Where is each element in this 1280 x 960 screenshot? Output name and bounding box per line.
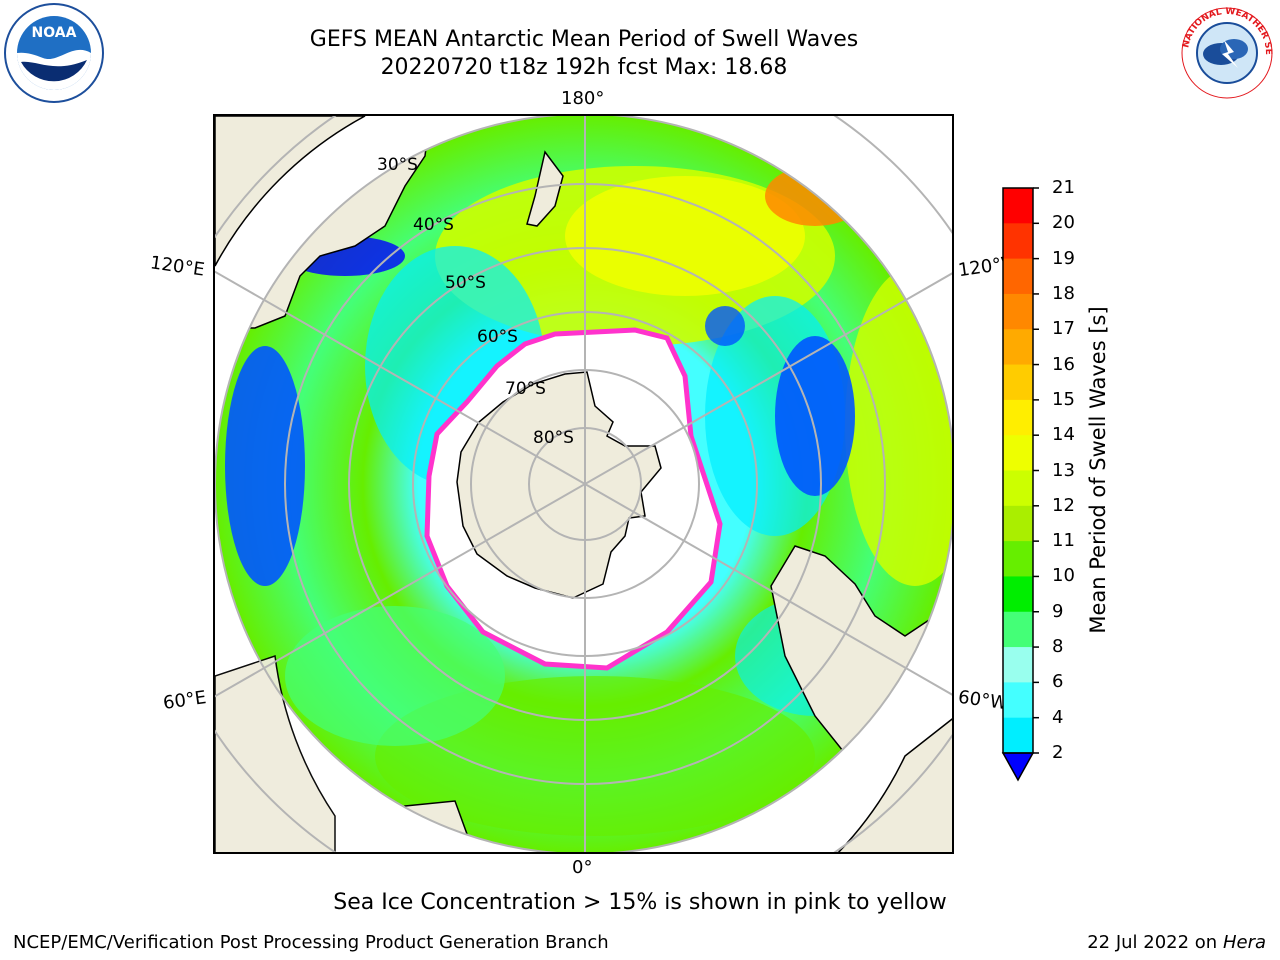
colorbar-tick-label: 19 xyxy=(1052,247,1075,269)
map-panel: 30°S 40°S 50°S 60°S 70°S 80°S xyxy=(213,114,954,854)
footer-date: 22 Jul 2022 on Hera xyxy=(1087,932,1266,953)
lon-label-180: 180° xyxy=(561,88,605,109)
antarctica-land xyxy=(456,371,662,599)
graticule xyxy=(215,116,952,852)
colorbar-tick-label: 11 xyxy=(1052,530,1075,552)
colorbar-tick-label: 20 xyxy=(1052,212,1075,234)
colorbar-band xyxy=(1003,541,1033,577)
ocean-field xyxy=(215,116,952,852)
colorbar-band xyxy=(1003,188,1033,224)
colorbar-band xyxy=(1003,576,1033,613)
colorbar-band xyxy=(1003,717,1033,754)
colorbar-band xyxy=(1003,399,1033,436)
colorbar-bands xyxy=(1003,188,1033,754)
lat-label-40s: 40°S xyxy=(413,215,454,235)
continent-corners xyxy=(215,116,952,852)
polar-map: 30°S 40°S 50°S 60°S 70°S 80°S xyxy=(215,116,952,852)
lon-label-0: 0° xyxy=(572,857,593,878)
colorbar-extend-arrow xyxy=(1001,752,1035,782)
colorbar-band xyxy=(1003,470,1033,507)
lat-label-60s: 60°S xyxy=(477,327,518,347)
lon-label-120e: 120°E xyxy=(148,252,206,281)
colorbar-band xyxy=(1003,611,1033,648)
colorbar-band xyxy=(1003,647,1033,683)
colorbar-band xyxy=(1003,435,1033,471)
colorbar-tick-label: 12 xyxy=(1052,494,1075,516)
chart-title: GEFS MEAN Antarctic Mean Period of Swell… xyxy=(309,27,859,52)
footer-machine: Hera xyxy=(1222,932,1266,953)
chart-subtitle: 20220720 t18z 192h fcst Max: 18.68 xyxy=(380,55,788,80)
colorbar-tick-label: 14 xyxy=(1052,424,1075,446)
colorbar-tick-label: 13 xyxy=(1052,459,1075,481)
colorbar-tick-label: 10 xyxy=(1052,565,1075,587)
colorbar-band xyxy=(1003,682,1033,719)
colorbar-tick-label: 2 xyxy=(1052,742,1064,763)
colorbar-band xyxy=(1003,329,1033,366)
lat-label-50s: 50°S xyxy=(445,273,486,293)
svg-text:NOAA: NOAA xyxy=(32,25,77,41)
colorbar-band xyxy=(1003,293,1033,330)
lat-label-70s: 70°S xyxy=(505,379,546,399)
footer-date-text: 22 Jul 2022 on xyxy=(1087,932,1218,953)
colorbar-tick-label: 15 xyxy=(1052,388,1075,410)
colorbar-tick-label: 4 xyxy=(1052,706,1064,728)
colorbar-tick-label: 8 xyxy=(1052,636,1064,658)
colorbar-tick-label: 9 xyxy=(1052,600,1064,622)
colorbar-band xyxy=(1003,223,1033,260)
nws-logo-icon: NATIONAL WEATHER SERVICE xyxy=(1176,2,1276,102)
colorbar-band xyxy=(1003,258,1033,295)
colorbar-band xyxy=(1003,505,1033,542)
colorbar-tick-label: 18 xyxy=(1052,282,1075,304)
lat-label-30s: 30°S xyxy=(377,155,418,175)
lat-label-80s: 80°S xyxy=(533,428,574,448)
colorbar-band xyxy=(1003,364,1033,401)
colorbar-label: Mean Period of Swell Waves [s] xyxy=(1086,306,1110,634)
sea-ice-note: Sea Ice Concentration > 15% is shown in … xyxy=(333,890,947,915)
lon-label-60e: 60°E xyxy=(161,687,208,714)
colorbar xyxy=(1001,187,1039,782)
colorbar-tick-label: 21 xyxy=(1052,177,1075,198)
colorbar-tick-label: 17 xyxy=(1052,318,1075,340)
colorbar-tick-label: 6 xyxy=(1052,671,1064,693)
noaa-logo-icon: NOAA xyxy=(4,3,104,103)
colorbar-tick-label: 16 xyxy=(1052,353,1075,375)
footer-credit: NCEP/EMC/Verification Post Processing Pr… xyxy=(13,932,609,953)
